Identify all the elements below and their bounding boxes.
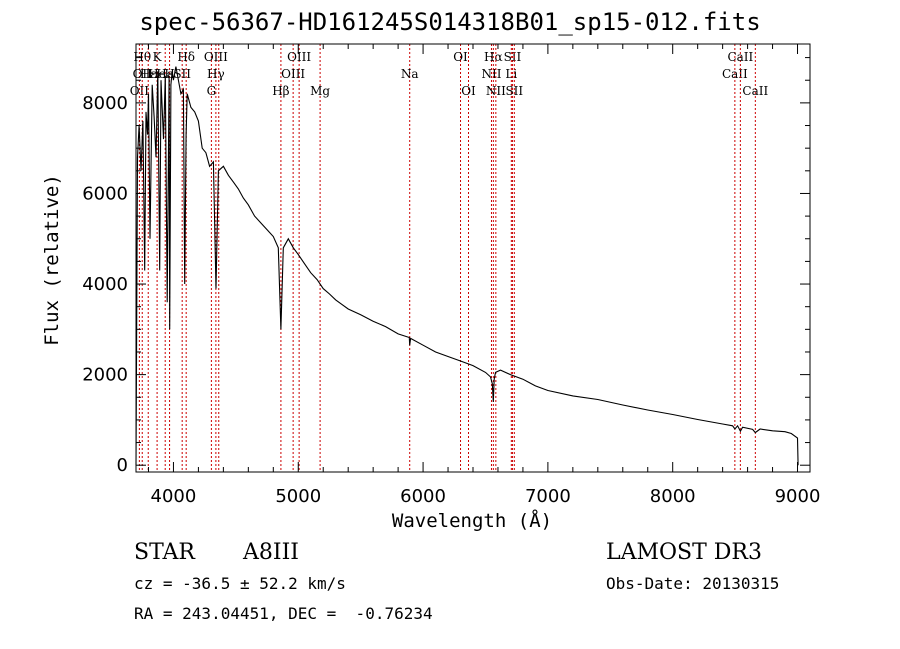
spectrum-series (135, 66, 799, 466)
spectral-line-label: OIII (204, 50, 228, 64)
y-tick-label: 4000 (82, 274, 128, 295)
spectrum-line (135, 66, 799, 466)
emission-line-markers: OIIHθOIIHεKHeHaHHδSIIGOIIIHγHβOIIIOIIIMg… (130, 44, 768, 472)
x-tick-label: 9000 (775, 486, 821, 507)
spectral-line-label: Hβ (272, 84, 289, 98)
spectral-line-label: OI (461, 84, 476, 98)
y-tick-label: 6000 (82, 183, 128, 204)
spectral-line-label: CaII (727, 50, 753, 64)
object-class: STAR (134, 540, 195, 565)
spectral-line-label: OII (130, 84, 150, 98)
spectral-line-label: OIII (281, 67, 305, 81)
x-tick-label: 5000 (275, 486, 321, 507)
spectral-line-label: Na (401, 67, 419, 81)
spectral-line-label: He (148, 67, 166, 81)
spectral-line-label: H (164, 67, 174, 81)
spectral-line-label: SII (505, 84, 523, 98)
spectral-line-label: OII (133, 67, 153, 81)
observation-date: Obs-Date: 20130315 (606, 574, 780, 593)
spectral-line-label: OI (453, 50, 468, 64)
chart-title: spec-56367-HD161245S014318B01_sp15-012.f… (139, 8, 761, 36)
x-tick-label: 4000 (151, 486, 197, 507)
x-tick-label: 7000 (525, 486, 571, 507)
spectral-line-label: NII (481, 67, 501, 81)
survey-name: LAMOST DR3 (606, 540, 762, 565)
y-tick-label: 0 (117, 455, 128, 476)
spectral-line-label: Hγ (207, 67, 225, 81)
object-subclass: A8III (243, 540, 299, 565)
spectral-line-label: CaII (722, 67, 748, 81)
spectral-line-label: G (207, 84, 217, 98)
spectral-line-label: Hδ (177, 50, 195, 64)
spectral-line-label: NII (486, 84, 506, 98)
y-tick-label: 8000 (82, 93, 128, 114)
spectral-line-label: Mg (310, 84, 330, 98)
spectral-line-label: K (153, 50, 163, 64)
redshift-readout: cz = -36.5 ± 52.2 km/s (134, 574, 346, 593)
x-tick-label: 8000 (650, 486, 696, 507)
coordinates-readout: RA = 243.04451, DEC = -0.76234 (134, 604, 433, 623)
spectral-line-label: OIII (287, 50, 311, 64)
spectral-line-label: CaII (742, 84, 768, 98)
axis-ticks: 4000 5000 6000 7000 8000 9000 0 2000 4000 6000 800… (82, 44, 820, 507)
plot-frame (135, 43, 811, 473)
spectral-line-label: Hε (140, 67, 157, 81)
y-tick-label: 2000 (82, 365, 128, 386)
x-axis-label: Wavelength (Å) (391, 510, 553, 532)
spectral-line-label: Hθ (133, 50, 151, 64)
x-tick-label: 6000 (400, 486, 446, 507)
spectral-line-label: SII (504, 50, 522, 64)
spectral-line-label: Hα (484, 50, 503, 64)
spectral-line-label: Li (505, 67, 517, 81)
y-axis-label: Flux (relative) (41, 174, 63, 346)
